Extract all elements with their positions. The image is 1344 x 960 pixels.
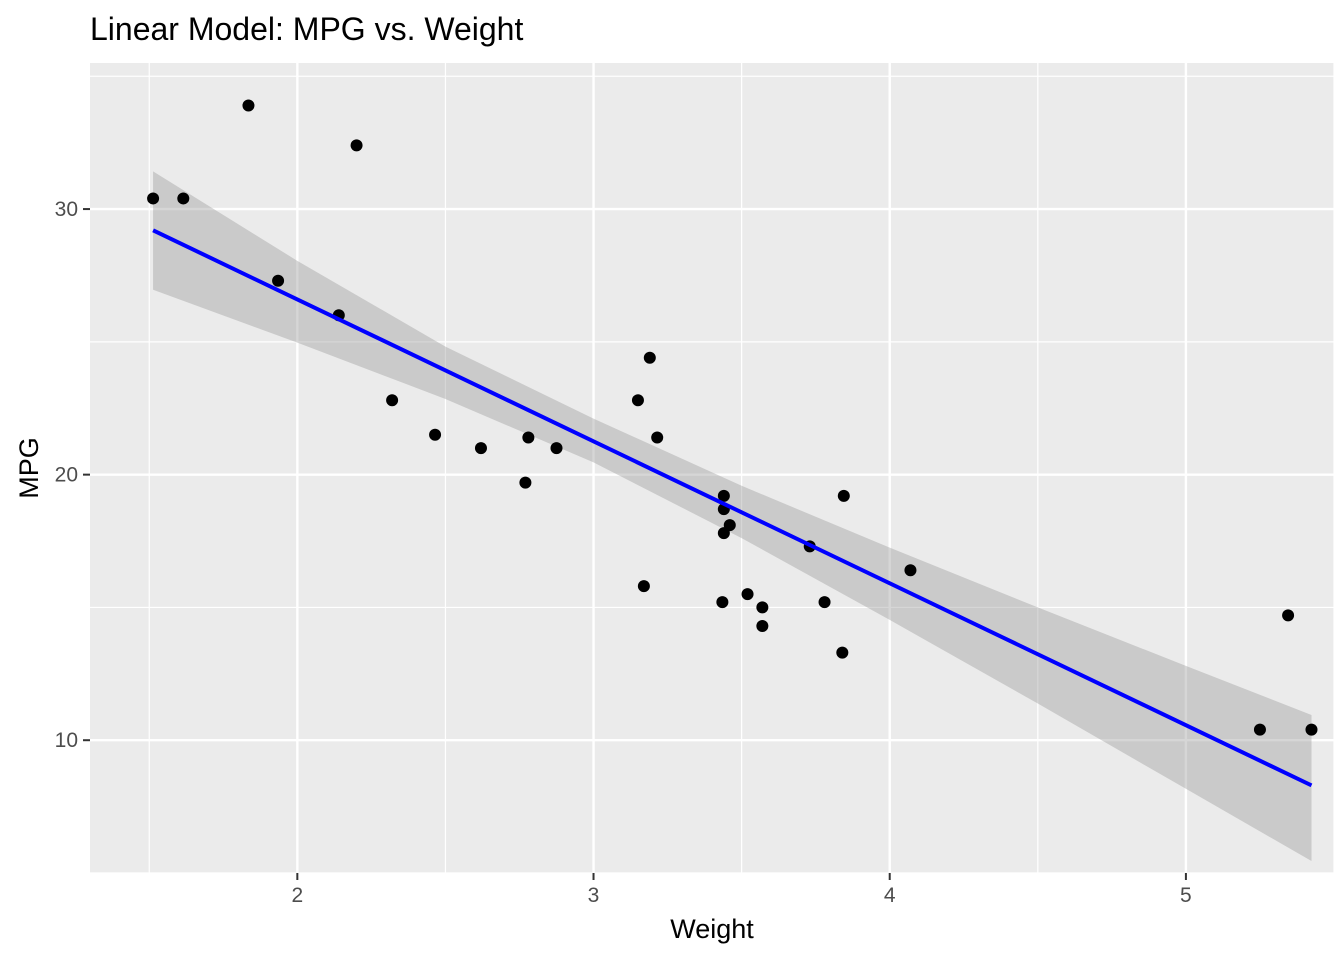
data-point (1305, 723, 1318, 736)
data-point (1282, 609, 1295, 622)
y-axis-title: MPG (14, 437, 44, 499)
data-point (350, 139, 363, 152)
data-point (272, 274, 285, 287)
data-point (904, 564, 917, 577)
data-point (818, 596, 831, 609)
data-points (147, 99, 1318, 736)
x-axis-ticks: 2 3 4 5 (291, 873, 1192, 907)
data-point (631, 394, 644, 407)
data-point (756, 620, 769, 633)
data-point (522, 431, 535, 444)
y-tick-label: 10 (55, 729, 78, 752)
chart-title: Linear Model: MPG vs. Weight (90, 11, 523, 47)
data-point (637, 580, 650, 593)
data-point (429, 428, 442, 441)
data-point (741, 588, 754, 601)
data-point (717, 527, 730, 540)
confidence-band (153, 171, 1312, 862)
data-point (474, 442, 487, 455)
x-tick-label: 2 (291, 884, 303, 907)
data-point (1253, 723, 1266, 736)
data-point (147, 192, 160, 205)
data-point (386, 394, 399, 407)
x-axis-title: Weight (670, 914, 754, 944)
data-point (716, 596, 729, 609)
y-tick-label: 20 (55, 464, 78, 487)
data-point (837, 489, 850, 502)
x-tick-label: 3 (588, 884, 600, 907)
data-point (717, 489, 730, 502)
grid-major (90, 63, 1334, 873)
data-point (643, 351, 656, 364)
y-axis-ticks: 10 20 30 (55, 198, 90, 752)
data-point (177, 192, 190, 205)
data-point (756, 601, 769, 614)
x-tick-label: 5 (1180, 884, 1192, 907)
y-tick-label: 30 (55, 198, 78, 221)
data-point (550, 442, 563, 455)
data-point (519, 476, 532, 489)
regression-line (152, 228, 1313, 788)
data-point (242, 99, 255, 112)
data-point (651, 431, 664, 444)
data-point (836, 646, 849, 659)
x-tick-label: 4 (884, 884, 896, 907)
